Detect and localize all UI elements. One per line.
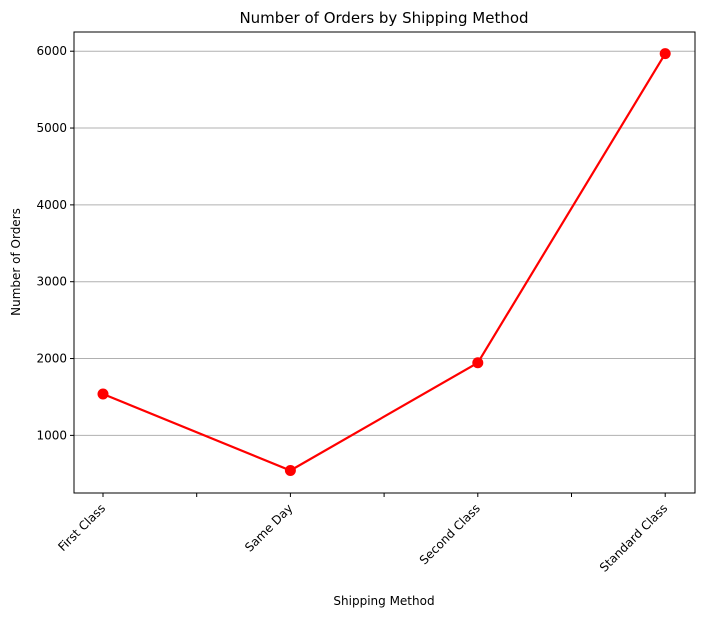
series-layer	[97, 48, 671, 476]
series-line	[102, 53, 667, 472]
y-tick-label: 4000	[36, 198, 67, 212]
x-tick-label: First Class	[55, 501, 108, 554]
y-axis-label: Number of Orders	[9, 208, 23, 316]
x-tick-label: Second Class	[417, 501, 483, 567]
y-gridlines	[74, 50, 695, 436]
data-point	[659, 48, 671, 60]
y-tick-label: 1000	[36, 428, 67, 442]
x-axis-label: Shipping Method	[333, 594, 434, 608]
y-tick-label: 6000	[36, 44, 67, 58]
y-tick-label: 3000	[36, 275, 67, 289]
x-tick-label: Same Day	[242, 501, 295, 554]
data-point	[97, 388, 109, 400]
plot-frame	[73, 31, 696, 494]
x-tick-label: Standard Class	[597, 501, 671, 575]
data-point	[472, 357, 484, 369]
y-tick-label: 5000	[36, 121, 67, 135]
chart-title: Number of Orders by Shipping Method	[239, 9, 528, 27]
y-tick-label: 2000	[36, 352, 67, 366]
data-point	[284, 464, 296, 476]
x-axis-ticks: First Class Same Day Second Class Standard …	[55, 493, 670, 575]
y-axis-ticks: 1000 2000 3000 4000 5000 6000	[36, 44, 74, 442]
